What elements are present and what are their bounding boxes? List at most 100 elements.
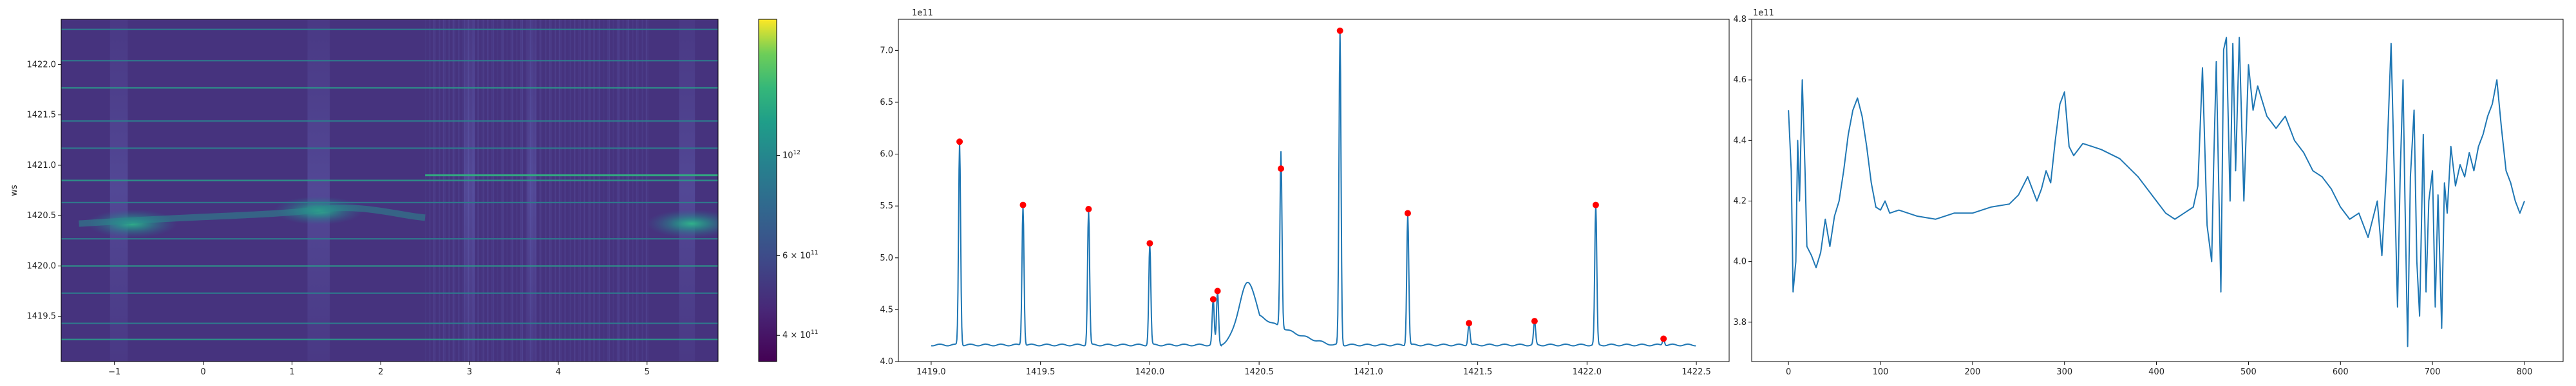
heatmap-x-tick-label: 5	[645, 367, 650, 377]
heatmap-streak	[444, 19, 446, 362]
heatmap-image	[61, 19, 718, 362]
heatmap-y-tick-label: 1422.0	[27, 60, 57, 69]
colorbar-tick-exponent: 12	[793, 150, 800, 156]
heatmap-streak	[439, 19, 440, 362]
heatmap-line	[61, 87, 718, 89]
heatmap-streak	[425, 19, 427, 362]
heatmap-streak	[551, 19, 553, 362]
heatmap-frame	[61, 19, 719, 362]
heatmap-line	[61, 60, 718, 62]
heatmap-streak	[481, 19, 483, 362]
signal-x-tick-label: 500	[2240, 367, 2257, 377]
peak-marker	[1660, 335, 1667, 342]
heatmap-y-tick-label: 1421.5	[27, 111, 57, 120]
heatmap-streak	[583, 19, 585, 362]
heatmap-line	[61, 322, 718, 324]
heatmap-panel: −1 0 1 2 3 4 5 1419.51420.01420.51421.01421.51…	[10, 19, 818, 377]
heatmap-streak	[578, 19, 580, 362]
heatmap-streak	[599, 19, 601, 362]
heatmap-line	[61, 338, 718, 340]
peaks-x-tick-label: 1419.5	[1026, 367, 1056, 377]
peak-marker	[1019, 201, 1027, 208]
signal-y-tick-label: 4.2	[1733, 196, 1747, 206]
heatmap-streak	[491, 19, 493, 362]
signal-x-axis: 0 100 200 300 400 500 600 700 800	[1786, 362, 2532, 377]
colorbar-axis: 4 × 1011 6 × 1011 1012	[777, 150, 818, 340]
signal-x-tick-label: 200	[1964, 367, 1980, 377]
heatmap-streak	[435, 19, 437, 362]
peaks-y-tick-label: 5.5	[880, 201, 893, 211]
heatmap-streak	[497, 19, 498, 362]
heatmap-streak	[510, 19, 512, 362]
heatmap-streak	[545, 19, 547, 362]
signal-x-tick-label: 0	[1786, 367, 1791, 377]
heatmap-streak	[560, 19, 562, 362]
heatmap-streak	[462, 19, 464, 362]
peaks-x-axis: 1419.0 1419.5 1420.0 1420.5 1421.0 1421.5 1422…	[916, 362, 1711, 377]
heatmap-streak	[632, 19, 634, 362]
heatmap-streak	[574, 19, 576, 362]
heatmap-line	[61, 120, 718, 122]
heatmap-streak	[558, 19, 560, 362]
peak-marker	[1278, 165, 1285, 172]
heatmap-streak	[512, 19, 514, 362]
heatmap-x-axis: −1 0 1 2 3 4 5	[108, 362, 650, 377]
heatmap-band	[527, 19, 536, 362]
heatmap-y-tick-label: 1420.5	[27, 211, 57, 221]
heatmap-streak	[454, 19, 456, 362]
colorbar-tick-label: 6 × 1011	[782, 250, 818, 261]
peaks-x-tick-label: 1422.5	[1681, 367, 1711, 377]
peak-marker	[1404, 210, 1411, 217]
heatmap-streak	[603, 19, 605, 362]
peak-marker	[1209, 296, 1217, 303]
heatmap-x-tick-label: 4	[556, 367, 561, 377]
heatmap-streak	[587, 19, 589, 362]
heatmap-streak	[612, 19, 614, 362]
signal-series	[1788, 37, 2525, 347]
heatmap-streak	[506, 19, 508, 362]
signal-line-panel: 1e11 0 100 200 300 400 500 600 700 800 3.8 4.0 4.2…	[1733, 8, 2564, 377]
heatmap-x-tick-label: −1	[108, 367, 120, 377]
heatmap-line	[61, 238, 718, 240]
peaks-y-tick-label: 4.5	[880, 305, 893, 315]
heatmap-x-tick-label: 1	[289, 367, 294, 377]
heatmap-streak	[593, 19, 595, 362]
heatmap-streak	[645, 19, 647, 362]
heatmap-streak	[622, 19, 624, 362]
signal-y-tick-label: 3.8	[1733, 318, 1747, 327]
heatmap-streak	[638, 19, 639, 362]
heatmap-streak	[580, 19, 582, 362]
heatmap-streak	[520, 19, 522, 362]
heatmap-streak	[448, 19, 450, 362]
colorbar-tick-label: 4 × 1011	[782, 329, 818, 340]
signal-x-tick-label: 600	[2333, 367, 2349, 377]
peak-marker	[956, 138, 963, 145]
heatmap-y-tick-label: 1420.0	[27, 261, 57, 271]
peaks-line	[931, 30, 1696, 347]
heatmap-line	[61, 201, 718, 203]
heatmap-streak	[647, 19, 649, 362]
signal-offset-label: 1e11	[1753, 8, 1774, 18]
heatmap-y-tick-label: 1419.5	[27, 312, 57, 322]
heatmap-streak	[597, 19, 599, 362]
heatmap-streak	[607, 19, 609, 362]
colorbar-tick-label: 1012	[782, 150, 800, 161]
heatmap-streak	[628, 19, 630, 362]
heatmap-line	[61, 179, 718, 181]
heatmap-streak	[458, 19, 460, 362]
signal-plot-frame	[1751, 19, 2564, 362]
peaks-y-tick-label: 7.0	[880, 46, 893, 55]
heatmap-streak	[539, 19, 541, 362]
peaks-x-tick-label: 1419.0	[916, 367, 946, 377]
heatmap-streak	[429, 19, 431, 362]
heatmap-line	[425, 174, 718, 177]
heatmap-streak	[522, 19, 524, 362]
peaks-x-tick-label: 1420.0	[1135, 367, 1165, 377]
signal-x-tick-label: 700	[2425, 367, 2441, 377]
peaks-offset-label: 1e11	[912, 8, 933, 18]
heatmap-streak	[570, 19, 572, 362]
heatmap-streak	[641, 19, 643, 362]
peak-marker	[1466, 320, 1473, 327]
peaks-y-tick-label: 5.0	[880, 253, 893, 263]
heatmap-line	[61, 292, 718, 294]
